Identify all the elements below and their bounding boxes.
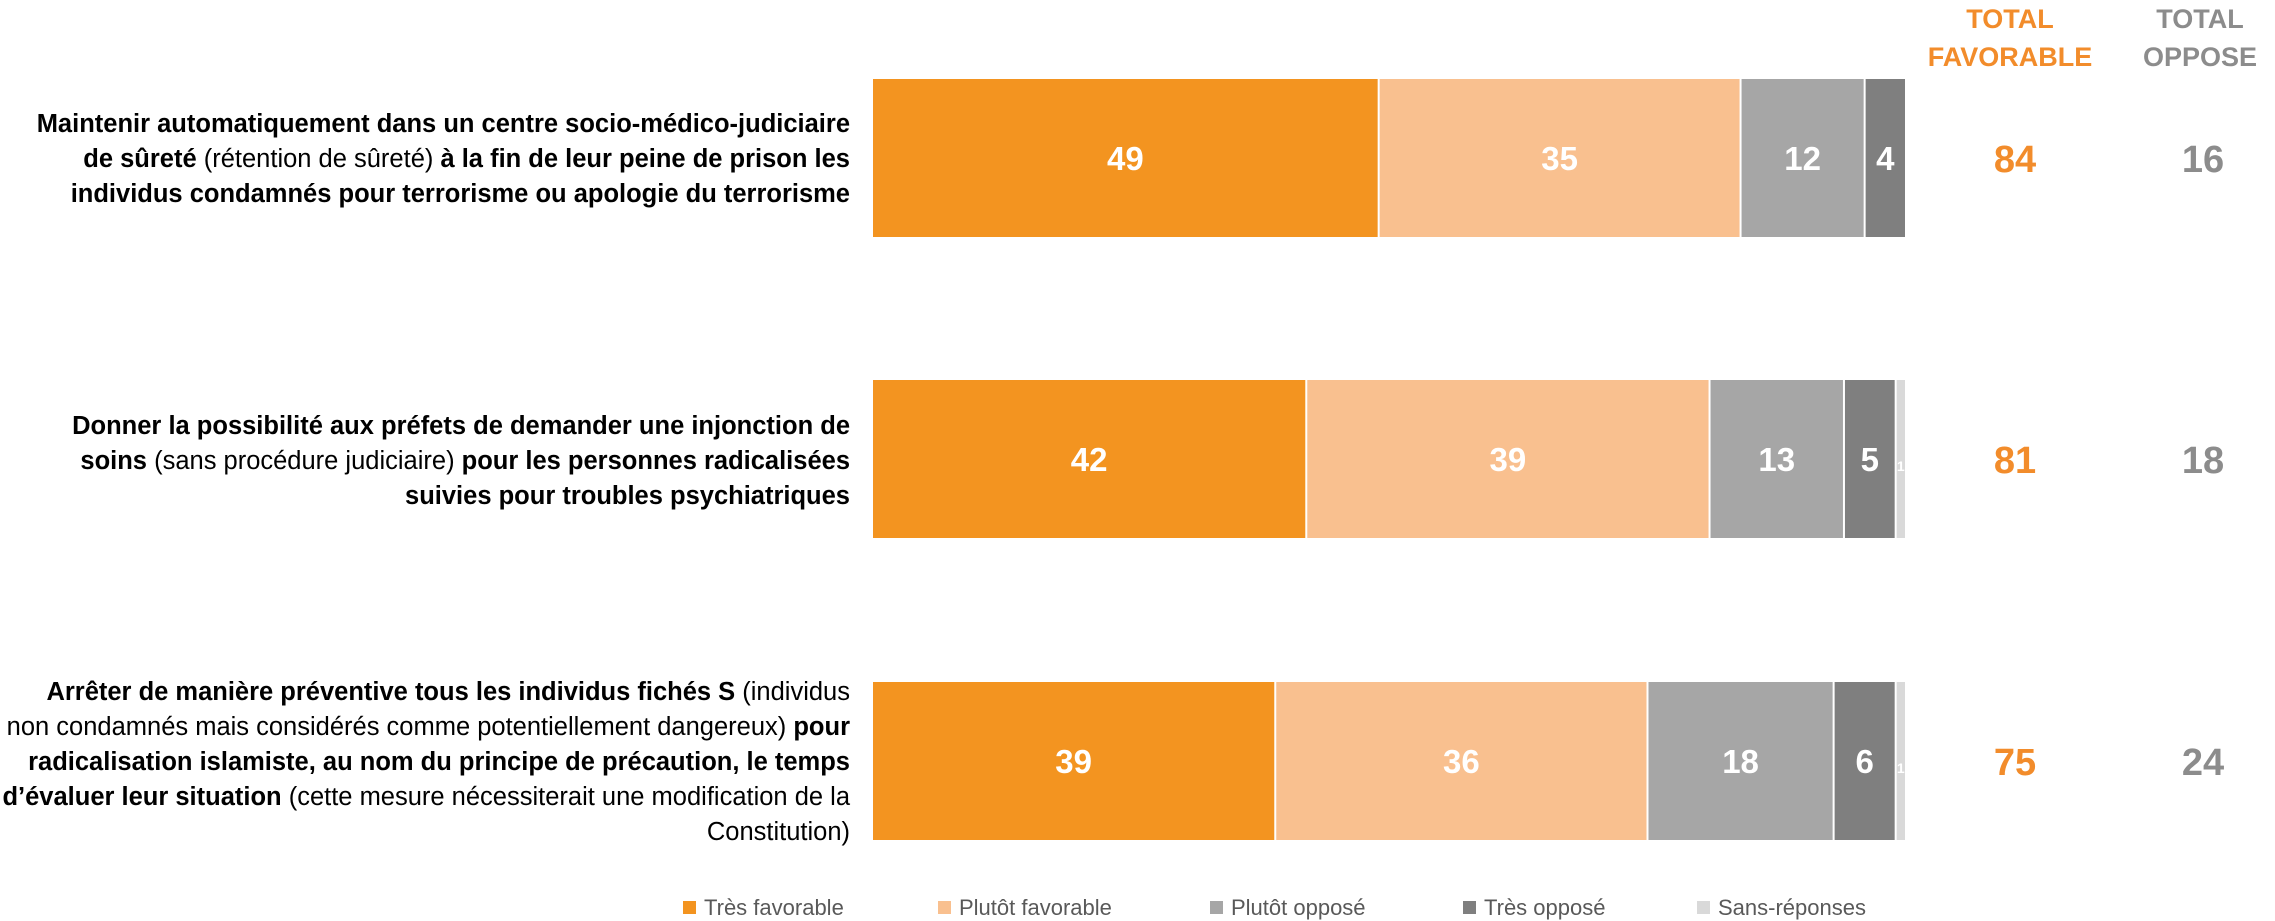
- bar-segment: [1741, 79, 1864, 237]
- legend-swatch: [1210, 901, 1223, 914]
- legend-item: Très opposé: [1463, 895, 1605, 921]
- bar-data-label: 39: [1055, 743, 1092, 780]
- bar-data-label: 35: [1541, 140, 1578, 177]
- bar-data-label: 5: [1861, 441, 1879, 478]
- total-favorable-value: 75: [1994, 742, 2036, 784]
- total-oppose-value: 18: [2182, 440, 2224, 482]
- column-header-line: TOTAL: [2156, 4, 2244, 34]
- category-label-bold-part: pour les personnes radicalisées suivies …: [405, 447, 850, 510]
- total-oppose-value: 24: [2182, 742, 2224, 784]
- category-label: Donner la possibilité aux préfets de dem…: [0, 409, 850, 514]
- bar-segment: [1307, 380, 1709, 538]
- legend-swatch: [1463, 901, 1476, 914]
- bar-segment: [873, 380, 1306, 538]
- legend-swatch: [938, 901, 951, 914]
- bar-data-label: 1: [1897, 760, 1905, 776]
- legend-label: Plutôt opposé: [1231, 895, 1366, 920]
- bar-data-label: 6: [1855, 743, 1873, 780]
- category-label-bold-part: à la fin de leur peine de prison les ind…: [70, 145, 850, 208]
- column-header-line: FAVORABLE: [1927, 42, 2093, 72]
- bar-segment: [1710, 380, 1843, 538]
- bar-data-label: 12: [1784, 140, 1821, 177]
- category-label-bold-part: Maintenir automatiquement dans un centre…: [36, 110, 850, 173]
- bar-segment: [1834, 682, 1895, 840]
- total-favorable-value: 81: [1994, 440, 2036, 482]
- legend-swatch: [1697, 901, 1710, 914]
- legend-label: Sans-réponses: [1718, 895, 1866, 920]
- legend-label: Très favorable: [704, 895, 844, 920]
- total-favorable-header: TOTAL FAVORABLE: [1880, 0, 2140, 76]
- legend-item: Sans-réponses: [1697, 895, 1866, 921]
- category-label-part: (rétention de sûreté): [196, 145, 441, 173]
- bar-data-label: 39: [1490, 441, 1527, 478]
- column-header-line: TOTAL: [1966, 4, 2054, 34]
- bar-segment: [873, 79, 1378, 237]
- bar-segment: [1276, 682, 1647, 840]
- bar-segment: [1865, 79, 1905, 237]
- column-header-line: OPPOSE: [2142, 42, 2258, 72]
- legend-label: Très opposé: [1484, 895, 1606, 920]
- bar-data-label: 13: [1758, 441, 1795, 478]
- bar-segment: [1379, 79, 1740, 237]
- total-oppose-value: 16: [2182, 139, 2224, 181]
- bar-segment: [1844, 380, 1895, 538]
- legend-item: Très favorable: [683, 895, 844, 921]
- category-label-bold-part: Donner la possibilité aux préfets de dem…: [72, 412, 850, 475]
- bar-data-label: 36: [1443, 743, 1480, 780]
- legend-swatch: [683, 901, 696, 914]
- category-label-bold-part: pour radicalisation islamiste, au nom du…: [2, 713, 850, 811]
- bar-data-label: 4: [1876, 140, 1895, 177]
- total-oppose-header: TOTAL OPPOSE: [2090, 0, 2275, 76]
- bar-data-label: 18: [1722, 743, 1759, 780]
- bar-segment: [1648, 682, 1833, 840]
- bar-segment: [1896, 682, 1905, 840]
- bar-segment: [873, 682, 1275, 840]
- legend-item: Plutôt favorable: [938, 895, 1112, 921]
- bar-data-label: 1: [1897, 458, 1905, 474]
- bar-data-label: 42: [1071, 441, 1108, 478]
- category-label: Arrêter de manière préventive tous les i…: [0, 675, 850, 850]
- legend-label: Plutôt favorable: [959, 895, 1112, 920]
- legend-item: Plutôt opposé: [1210, 895, 1366, 921]
- category-label-part: (sans procédure judiciaire): [147, 447, 462, 475]
- bar-data-label: 49: [1107, 140, 1144, 177]
- legend: Très favorable Plutôt favorable Plutôt opp…: [0, 895, 2275, 921]
- category-label-part: (individus non condamnés mais considérés…: [6, 678, 850, 741]
- total-favorable-value: 84: [1994, 139, 2036, 181]
- category-label: Maintenir automatiquement dans un centre…: [0, 107, 850, 212]
- category-label-part: (cette mesure nécessiterait une modifica…: [281, 783, 850, 846]
- category-label-bold-part: Arrêter de manière préventive tous les i…: [46, 678, 736, 706]
- bar-segment: [1896, 380, 1905, 538]
